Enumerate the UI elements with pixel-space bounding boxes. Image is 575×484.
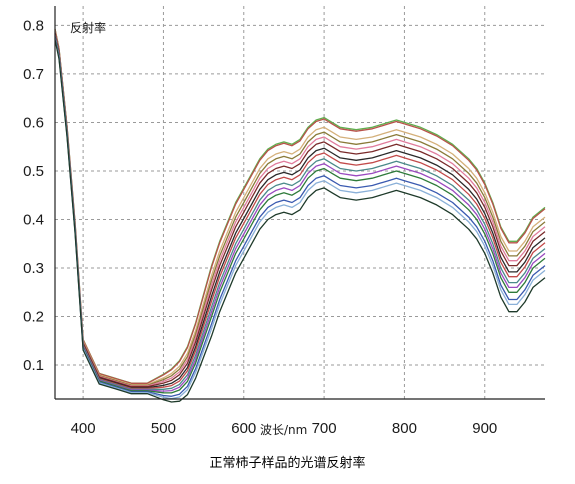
- y-tick-label: 0.2: [23, 309, 44, 326]
- spectrum-series-5: [54, 31, 546, 387]
- spectrum-series-14: [54, 39, 546, 403]
- y-tick-label: 0.6: [23, 114, 44, 131]
- y-tick-label: 0.3: [23, 260, 44, 277]
- series-layer: [54, 28, 546, 403]
- x-tick-label: 500: [151, 420, 176, 437]
- tick-labels: 400 500 600 700 800 900 0.1 0.2 0.3 0.4 0.5 0.6 0.7 0…: [23, 17, 497, 437]
- x-tick-label: 400: [71, 420, 96, 437]
- x-tick-label: 700: [312, 420, 337, 437]
- x-axis-label: 波长/nm: [260, 423, 307, 437]
- x-tick-label: 800: [392, 420, 417, 437]
- spectrum-series-8: [54, 34, 546, 390]
- spectrum-series-11: [54, 36, 546, 394]
- y-tick-label: 0.4: [23, 211, 44, 228]
- spectrum-series-6: [54, 32, 546, 388]
- y-axis-label: 反射率: [70, 20, 106, 35]
- x-tick-label: 900: [472, 420, 497, 437]
- spectrum-series-10: [54, 35, 546, 392]
- y-tick-label: 0.5: [23, 163, 44, 180]
- spectrum-series-7: [54, 33, 546, 389]
- y-tick-label: 0.7: [23, 66, 44, 83]
- y-tick-label: 0.8: [23, 17, 44, 34]
- spectrum-series-12: [54, 37, 546, 397]
- spectrum-series-9: [54, 34, 546, 390]
- spectrum-series-4: [54, 30, 546, 386]
- grid: [55, 6, 545, 399]
- spectrum-series-13: [54, 38, 546, 400]
- y-tick-label: 0.1: [23, 357, 44, 374]
- x-tick-label: 600: [231, 420, 256, 437]
- spectrum-series-3: [54, 30, 546, 386]
- figure-caption: 正常柿子样品的光谱反射率: [209, 456, 366, 471]
- spectrum-series-2: [54, 28, 546, 384]
